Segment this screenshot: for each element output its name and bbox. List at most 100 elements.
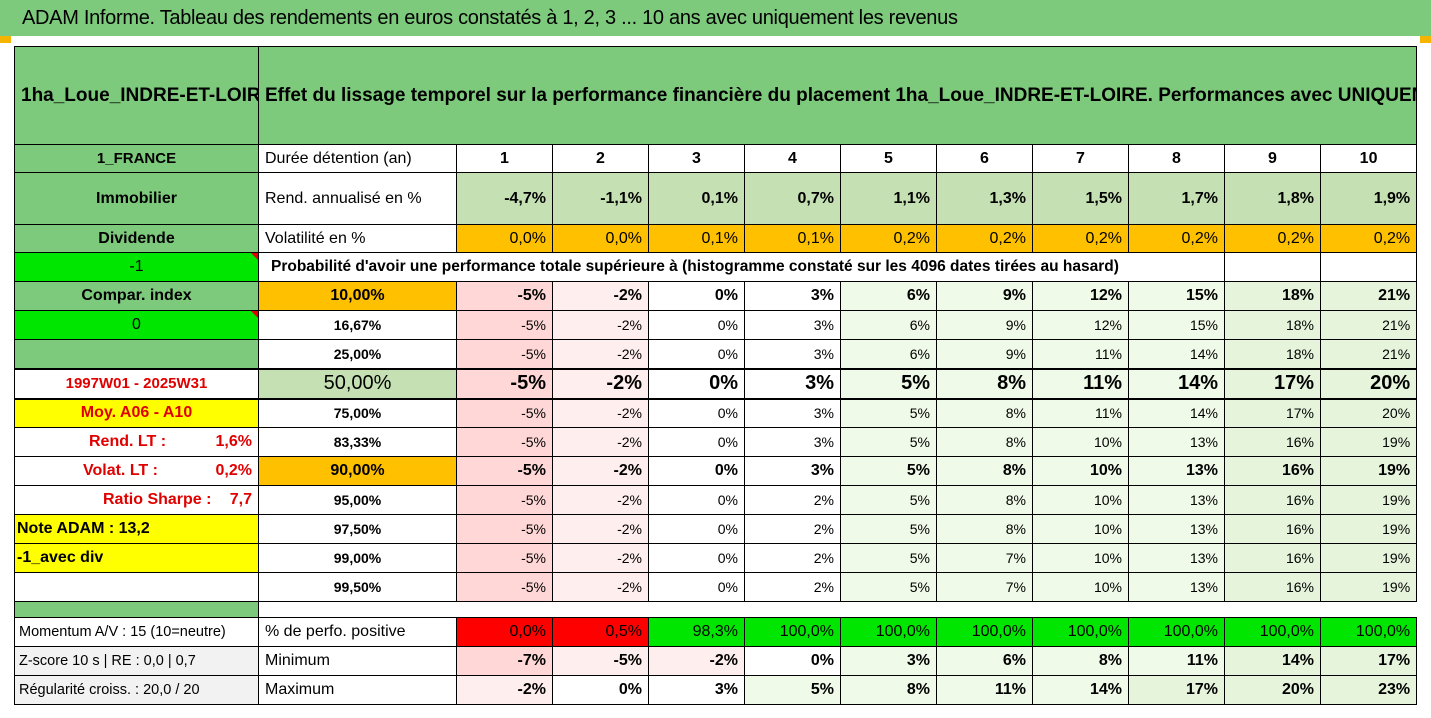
percentile-cell: 8% (936, 368, 1033, 399)
positive-label: % de perfo. positive (258, 617, 457, 647)
probability-label: Probabilité d'avoir une performance tota… (258, 252, 1225, 282)
minimum-cell: -5% (552, 646, 649, 676)
positive-cell: 100,0% (936, 617, 1033, 647)
percentile-label: 75,00% (258, 398, 457, 428)
return-cell: 1,7% (1128, 172, 1225, 225)
percentile-cell: 15% (1128, 310, 1225, 340)
year-cell: 4 (744, 144, 841, 173)
maximum-cell: 0% (552, 675, 649, 705)
percentile-cell: 18% (1224, 310, 1321, 340)
positive-cell: 0,0% (456, 617, 553, 647)
volatility-cell: 0,2% (1128, 224, 1225, 253)
year-cell: 3 (648, 144, 745, 173)
maximum-cell: 20% (1224, 675, 1321, 705)
percentile-cell: 5% (840, 398, 937, 428)
minimum-cell: -7% (456, 646, 553, 676)
volatility-cell: 0,1% (744, 224, 841, 253)
performance-table: 1ha_Loue_INDRE-ET-LOIRE Effet du lissage… (14, 46, 1418, 705)
minimum-cell: 17% (1319, 646, 1418, 676)
percentile-cell: 11% (1032, 339, 1129, 369)
percentile-cell: 3% (744, 427, 841, 457)
percentile-cell: 16% (1224, 572, 1321, 602)
percentile-cell: 6% (840, 281, 937, 311)
percentile-row: Ratio Sharpe : 7,7 95,00% -5% -2% 0% 2% 5… (14, 485, 1418, 515)
percentile-cell: 10% (1032, 485, 1129, 515)
percentile-cell: 8% (936, 456, 1033, 486)
maximum-cell: 3% (648, 675, 745, 705)
average-label: Moy. A06 - A10 (14, 398, 259, 428)
momentum-label: Momentum A/V : 15 (10=neutre) (14, 617, 259, 647)
maximum-cell: -2% (456, 675, 553, 705)
year-cell: 5 (840, 144, 937, 173)
country-label: 1_FRANCE (14, 144, 259, 173)
percentile-label: 99,50% (258, 572, 457, 602)
percentile-cell: 20% (1319, 398, 1418, 428)
percentile-cell: 13% (1128, 427, 1225, 457)
percentile-cell: 5% (840, 485, 937, 515)
minimum-row: Z-score 10 s | RE : 0,0 | 0,7 Minimum -7… (14, 646, 1418, 676)
percentile-cell: 13% (1128, 456, 1225, 486)
percentile-cell: 0% (648, 543, 745, 573)
year-cell: 7 (1032, 144, 1129, 173)
percentile-cell: 15% (1128, 281, 1225, 311)
return-cell: 0,1% (648, 172, 745, 225)
note-adam: Note ADAM : 13,2 (14, 514, 259, 544)
percentile-cell: -2% (552, 485, 649, 515)
with-dividend-label: -1_avec div (14, 543, 259, 573)
percentile-cell: 2% (744, 543, 841, 573)
year-cell: 1 (456, 144, 553, 173)
percentile-cell: 2% (744, 572, 841, 602)
percentile-cell: -5% (456, 310, 553, 340)
percentile-cell: 6% (840, 339, 937, 369)
volatility-cell: 0,2% (840, 224, 937, 253)
percentile-cell: 9% (936, 281, 1033, 311)
percentile-cell: 3% (744, 281, 841, 311)
percentile-cell: 8% (936, 485, 1033, 515)
percentile-row: Volat. LT :0,2% 90,00% -5% -2% 0% 3% 5% … (14, 456, 1418, 486)
sharpe-label: Ratio Sharpe : (103, 491, 212, 508)
minimum-cell: 8% (1032, 646, 1129, 676)
volatility-cell: 0,2% (936, 224, 1033, 253)
percentile-cell: 12% (1032, 310, 1129, 340)
percentile-label: 95,00% (258, 485, 457, 515)
percentile-cell: 0% (648, 368, 745, 399)
percentile-cell: 21% (1319, 310, 1418, 340)
percentile-cell: 11% (1032, 368, 1129, 399)
period-label: 1997W01 - 2025W31 (14, 368, 259, 399)
year-cell: 2 (552, 144, 649, 173)
percentile-cell: 13% (1128, 485, 1225, 515)
percentile-cell: 0% (648, 514, 745, 544)
flag-cell-2[interactable]: 0 (14, 310, 259, 340)
percentile-cell: 8% (936, 398, 1033, 428)
percentile-cell: 12% (1032, 281, 1129, 311)
percentile-label: 99,00% (258, 543, 457, 573)
return-cell: 1,3% (936, 172, 1033, 225)
percentile-cell: -2% (552, 310, 649, 340)
positive-row: Momentum A/V : 15 (10=neutre) % de perfo… (14, 617, 1418, 647)
positive-cell: 0,5% (552, 617, 649, 647)
percentile-cell: 10% (1032, 514, 1129, 544)
percentile-cell: 0% (648, 427, 745, 457)
percentile-label: 10,00% (258, 281, 457, 311)
percentile-cell: 21% (1319, 281, 1418, 311)
percentile-cell: 16% (1224, 543, 1321, 573)
maximum-cell: 11% (936, 675, 1033, 705)
percentile-cell: 13% (1128, 543, 1225, 573)
percentile-cell: 7% (936, 543, 1033, 573)
rend-lt-value: 1,6% (215, 433, 252, 450)
percentile-label: 90,00% (258, 456, 457, 486)
volat-lt-label: Volat. LT : (83, 462, 158, 479)
return-cell: 1,8% (1224, 172, 1321, 225)
percentile-label: 25,00% (258, 339, 457, 369)
volatility-cell: 0,2% (1032, 224, 1129, 253)
maximum-cell: 5% (744, 675, 841, 705)
percentile-cell: 17% (1224, 368, 1321, 399)
percentile-cell: 10% (1032, 572, 1129, 602)
percentile-cell: 10% (1032, 543, 1129, 573)
percentile-cell: -5% (456, 485, 553, 515)
percentile-cell: 10% (1032, 456, 1129, 486)
percentile-cell: -2% (552, 514, 649, 544)
maximum-cell: 17% (1128, 675, 1225, 705)
percentile-cell: 16% (1224, 514, 1321, 544)
flag-cell-1[interactable]: -1 (14, 252, 259, 282)
